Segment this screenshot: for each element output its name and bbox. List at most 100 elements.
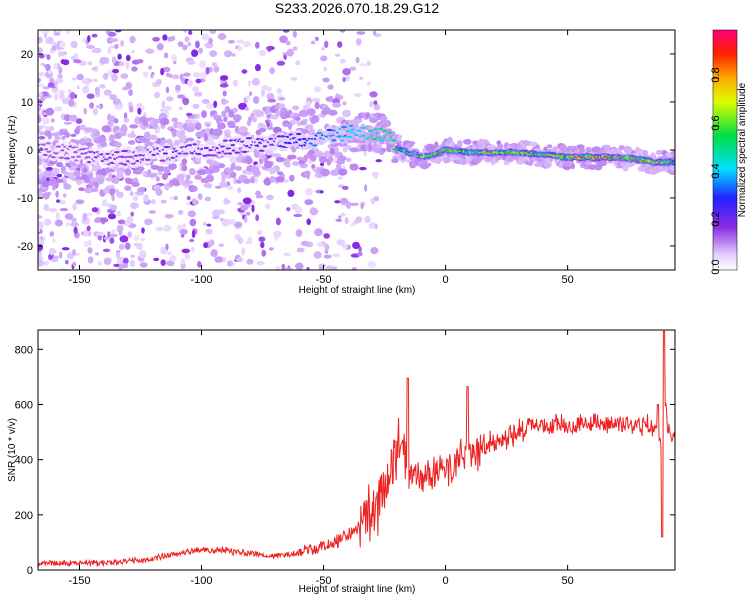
- colorbar-gradient: [712, 29, 738, 271]
- heatmap-cell: [60, 59, 66, 65]
- heatmap-cell: [183, 30, 187, 33]
- heatmap-cell: [185, 174, 191, 180]
- heatmap-cell: [230, 162, 236, 171]
- heatmap-cell: [143, 131, 151, 140]
- heatmap-cell: [317, 241, 324, 247]
- heatmap-cell: [171, 117, 178, 123]
- heatmap-cell: [245, 211, 251, 216]
- heatmap-cell: [322, 77, 330, 83]
- heatmap-cell: [63, 121, 72, 125]
- heatmap-cell: [180, 258, 185, 265]
- heatmap-cell: [86, 212, 94, 217]
- heatmap-cell: [155, 79, 163, 85]
- heatmap-cell: [332, 102, 342, 108]
- heatmap-cell: [354, 119, 362, 124]
- heatmap-cell: [223, 116, 228, 123]
- heatmap-cell: [235, 165, 243, 171]
- heatmap-cell: [222, 139, 228, 142]
- heatmap-cell: [275, 217, 281, 226]
- heatmap-cell: [305, 124, 314, 130]
- heatmap-cell: [262, 145, 268, 148]
- heatmap-cell: [338, 155, 347, 161]
- heatmap-cell: [238, 237, 244, 243]
- snr-xtick-label: 0: [443, 575, 449, 587]
- heatmap-cell: [355, 38, 362, 46]
- heatmap-cell: [205, 67, 210, 75]
- colorbar-label: Normalized spectral amplitude: [737, 82, 748, 217]
- heatmap-cell: [182, 152, 190, 155]
- heatmap-cell: [162, 34, 168, 41]
- heatmap-cell: [345, 201, 352, 209]
- heatmap-cell: [285, 40, 291, 46]
- heatmap-cell: [258, 149, 266, 152]
- heatmap-cell: [165, 243, 169, 251]
- snr-xtick-label: -100: [191, 575, 213, 587]
- heatmap-cell: [182, 97, 190, 106]
- heatmap-cell: [129, 35, 136, 44]
- heatmap-cell: [151, 153, 156, 156]
- heatmap-cell: [38, 105, 41, 112]
- heatmap-cell: [386, 131, 392, 134]
- heatmap-cell: [205, 122, 211, 128]
- heatmap-cell: [350, 222, 356, 227]
- heatmap-cell: [186, 126, 195, 133]
- heatmap-cell: [54, 106, 63, 112]
- figure-title: S233.2026.070.18.29.G12: [275, 0, 439, 16]
- heatmap-cell: [302, 104, 309, 111]
- heatmap-cell: [123, 112, 128, 120]
- heatmap-cell: [86, 44, 95, 49]
- heatmap-cell: [328, 109, 338, 116]
- heatmap-cell: [163, 52, 169, 59]
- heatmap-cell: [305, 187, 313, 196]
- heatmap-cell: [251, 78, 260, 86]
- heatmap-cell: [75, 199, 85, 205]
- heatmap-cell: [107, 46, 112, 55]
- heatmap-cell: [212, 209, 221, 218]
- heatmap-cell: [123, 118, 130, 123]
- heatmap-cell: [340, 30, 346, 33]
- heatmap-cell: [96, 232, 105, 236]
- heatmap-cell: [371, 137, 378, 141]
- heatmap-cell: [318, 263, 326, 268]
- heatmap-cell: [241, 150, 248, 153]
- heatmap-cell: [109, 45, 116, 49]
- snr-ytick-label: 200: [15, 510, 33, 522]
- heatmap-cell: [38, 125, 43, 131]
- heatmap-cell: [310, 154, 317, 162]
- heatmap-cell: [225, 51, 230, 56]
- heatmap-cell: [571, 163, 575, 170]
- heatmap-cell: [63, 157, 71, 160]
- heatmap-cell: [186, 201, 190, 207]
- heatmap-cell: [177, 41, 184, 47]
- heatmap-cell: [168, 163, 177, 170]
- heatmap-cell: [129, 191, 134, 196]
- heatmap-cell: [312, 144, 318, 147]
- heatmap-cell: [199, 71, 208, 79]
- heatmap-cell: [57, 30, 63, 33]
- heatmap-cell: [217, 33, 227, 40]
- heatmap-cell: [357, 251, 363, 257]
- heatmap-cell: [111, 56, 117, 64]
- heatmap-cell: [313, 86, 322, 93]
- heatmap-cell: [359, 166, 367, 171]
- heatmap-cell: [341, 109, 352, 118]
- heatmap-cell: [189, 238, 195, 243]
- heatmap-cell: [167, 36, 173, 42]
- heatmap-cell: [212, 215, 220, 220]
- heatmap-cell: [101, 199, 108, 207]
- heatmap-cell: [66, 252, 75, 260]
- heatmap-cell: [57, 63, 61, 70]
- heatmap-cell: [176, 173, 185, 181]
- heatmap-cell: [126, 155, 134, 158]
- heatmap-cell: [89, 102, 94, 109]
- heatmap-cell: [125, 61, 130, 70]
- heatmap-cell: [114, 104, 123, 110]
- heatmap-cell: [287, 122, 292, 130]
- heatmap-cell: [236, 39, 245, 44]
- heatmap-cell: [76, 73, 84, 81]
- heatmap-cell: [46, 54, 51, 60]
- heatmap-cell: [190, 246, 195, 252]
- heatmap-cell: [129, 105, 134, 113]
- heatmap-cell: [57, 74, 63, 79]
- heatmap-cell: [118, 229, 123, 236]
